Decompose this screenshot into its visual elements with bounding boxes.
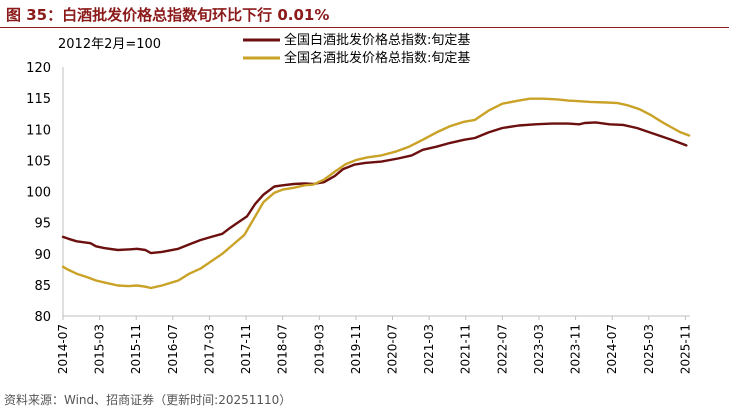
axes: [62, 67, 690, 317]
x-tick-label: 2019-03: [312, 324, 326, 374]
y-tick-label: 110: [26, 123, 51, 138]
x-tick-label: 2025-03: [642, 324, 656, 374]
x-tick-label: 2023-03: [532, 324, 546, 374]
base-note: 2012年2月=100: [58, 37, 161, 52]
y-tick-label: 115: [26, 92, 51, 107]
legend-label-series-0: 全国白酒批发价格总指数:旬定基: [284, 32, 470, 48]
series-lines: [61, 97, 691, 290]
x-tick-label: 2015-03: [93, 324, 107, 374]
figure-title: 图 35：白酒批发价格总指数旬环比下行 0.01%: [6, 6, 330, 24]
y-tick-label: 80: [34, 310, 51, 325]
series-line-1: [61, 97, 691, 290]
y-tick-label: 90: [34, 248, 51, 263]
x-tick-label: 2017-03: [202, 324, 216, 374]
y-tick-label: 85: [34, 279, 51, 294]
x-tick-label: 2022-07: [495, 324, 509, 374]
x-tick-label: 2019-11: [349, 324, 363, 374]
y-tick-label: 95: [34, 217, 51, 232]
y-tick-labels: 80 85 90 95 100 105 110 115 120: [26, 61, 51, 325]
x-tick-label: 2021-11: [459, 324, 473, 374]
x-tick-label: 2023-11: [569, 324, 583, 374]
x-tick-label: 2018-07: [276, 324, 290, 374]
legend-label-series-1: 全国名酒批发价格总指数:旬定基: [284, 50, 470, 66]
y-tick-label: 120: [26, 61, 51, 76]
legend: 全国白酒批发价格总指数:旬定基 全国名酒批发价格总指数:旬定基: [243, 32, 470, 66]
x-tick-label: 2015-11: [129, 324, 143, 374]
x-tick-label: 2020-07: [386, 324, 400, 374]
x-tick-label: 2021-03: [422, 324, 436, 374]
source-note: 资料来源：Wind、招商证券（更新时间:20251110）: [4, 393, 292, 407]
y-tick-label: 100: [26, 186, 51, 201]
x-tick-label: 2025-11: [678, 324, 692, 374]
x-tick-label: 2017-11: [239, 324, 253, 374]
x-tick-labels: 2014-07 2015-03 2015-11 2016-07 2017-03 2017-…: [56, 316, 692, 374]
x-tick-label: 2024-07: [605, 324, 619, 374]
x-tick-label: 2014-07: [56, 324, 70, 374]
x-tick-label: 2016-07: [166, 324, 180, 374]
series-line-0: [61, 121, 688, 255]
y-tick-label: 105: [26, 154, 51, 169]
title-divider: [0, 27, 729, 28]
